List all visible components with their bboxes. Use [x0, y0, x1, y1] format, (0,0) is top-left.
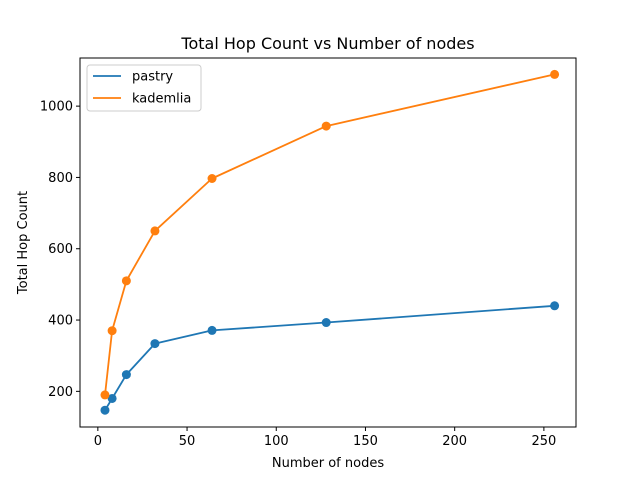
- data-point-kademlia: [207, 174, 217, 184]
- data-point-kademlia: [121, 276, 131, 286]
- data-point-kademlia: [100, 390, 110, 400]
- x-axis-title: Number of nodes: [272, 456, 384, 471]
- y-tick-label: 600: [48, 242, 73, 257]
- y-tick-label: 200: [48, 385, 73, 400]
- data-point-pastry: [100, 405, 110, 415]
- x-tick-label: 50: [179, 434, 196, 449]
- data-point-pastry: [207, 325, 217, 335]
- series-layer: [100, 69, 560, 415]
- legend: pastry kademlia: [86, 64, 202, 112]
- data-point-kademlia: [150, 226, 160, 236]
- data-point-pastry: [121, 370, 131, 380]
- chart-title: Total Hop Count vs Number of nodes: [180, 34, 474, 53]
- data-point-kademlia: [321, 121, 331, 131]
- y-axis: 200 400 600 800 1000: [40, 100, 80, 400]
- y-tick-label: 400: [48, 314, 73, 329]
- data-point-pastry: [150, 339, 160, 349]
- data-point-pastry: [107, 393, 117, 403]
- data-point-kademlia: [550, 69, 560, 79]
- legend-label-kademlia: kademlia: [132, 92, 191, 107]
- x-tick-label: 100: [264, 434, 289, 449]
- x-tick-label: 0: [94, 434, 102, 449]
- data-point-pastry: [550, 301, 560, 311]
- data-point-pastry: [321, 318, 331, 328]
- x-tick-label: 150: [353, 434, 378, 449]
- x-tick-label: 200: [442, 434, 467, 449]
- x-axis: 0 50 100 150 200 250: [94, 427, 556, 449]
- legend-label-pastry: pastry: [132, 70, 173, 85]
- y-axis-title: Total Hop Count: [16, 191, 31, 295]
- data-point-kademlia: [107, 326, 117, 336]
- plot-frame: [79, 57, 577, 428]
- x-tick-label: 250: [531, 434, 556, 449]
- y-tick-label: 1000: [40, 100, 73, 115]
- y-tick-label: 800: [48, 171, 73, 186]
